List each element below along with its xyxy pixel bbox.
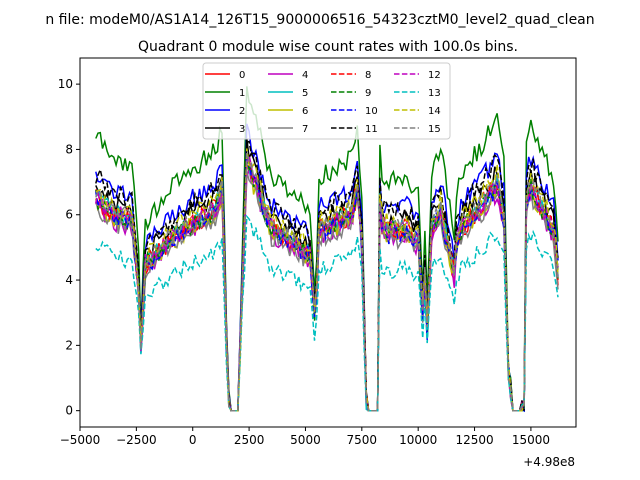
legend-label-9: 9 — [365, 88, 371, 99]
legend-label-7: 7 — [302, 124, 308, 135]
x-axis: −5000 −2500 0 2500 5000 7500 10000 12500 15000 — [60, 427, 550, 447]
y-tick-label: 8 — [65, 142, 73, 156]
series-line-1 — [95, 86, 559, 412]
series-line-14 — [95, 148, 559, 412]
legend-label-5: 5 — [302, 88, 308, 99]
axes-frame — [79, 57, 577, 428]
y-tick-label: 0 — [65, 404, 73, 418]
legend-label-13: 13 — [428, 88, 441, 99]
series-line-2 — [95, 123, 559, 412]
x-tick-label: 15000 — [512, 433, 550, 447]
legend-label-14: 14 — [428, 106, 441, 117]
legend-label-3: 3 — [239, 124, 245, 135]
legend-label-10: 10 — [365, 106, 378, 117]
x-tick-label: 12500 — [455, 433, 493, 447]
x-tick-label: −5000 — [60, 433, 101, 447]
series-line-6 — [95, 164, 559, 412]
x-tick-label: 7500 — [347, 433, 378, 447]
x-tick-label: 0 — [189, 433, 197, 447]
legend-label-0: 0 — [239, 70, 245, 81]
legend-label-15: 15 — [428, 124, 441, 135]
series-layer — [95, 86, 559, 413]
x-tick-label: −2500 — [116, 433, 157, 447]
legend-label-2: 2 — [239, 106, 245, 117]
legend-label-12: 12 — [428, 70, 441, 81]
x-tick-label: 10000 — [399, 433, 437, 447]
legend-label-1: 1 — [239, 88, 245, 99]
y-tick-label: 4 — [65, 273, 73, 287]
series-line-11 — [95, 140, 559, 412]
y-axis: 0 2 4 6 8 10 — [58, 77, 80, 418]
legend-box — [202, 62, 451, 140]
chart-title: Quadrant 0 module wise count rates with … — [138, 39, 518, 55]
x-tick-label: 2500 — [234, 433, 265, 447]
y-tick-label: 2 — [65, 338, 73, 352]
x-offset-label: +4.98e8 — [523, 455, 575, 469]
figure-suptitle: n file: modeM0/AS1A14_126T15_9000006516_… — [45, 12, 594, 28]
legend-label-4: 4 — [302, 70, 308, 81]
x-tick-label: 5000 — [290, 433, 321, 447]
y-tick-label: 10 — [58, 77, 73, 91]
legend-label-6: 6 — [302, 106, 308, 117]
series-line-13 — [95, 214, 559, 412]
legend-label-8: 8 — [365, 70, 371, 81]
series-line-3 — [95, 138, 559, 413]
series-line-15 — [95, 152, 559, 412]
y-tick-label: 6 — [65, 208, 73, 222]
legend-label-11: 11 — [365, 124, 378, 135]
